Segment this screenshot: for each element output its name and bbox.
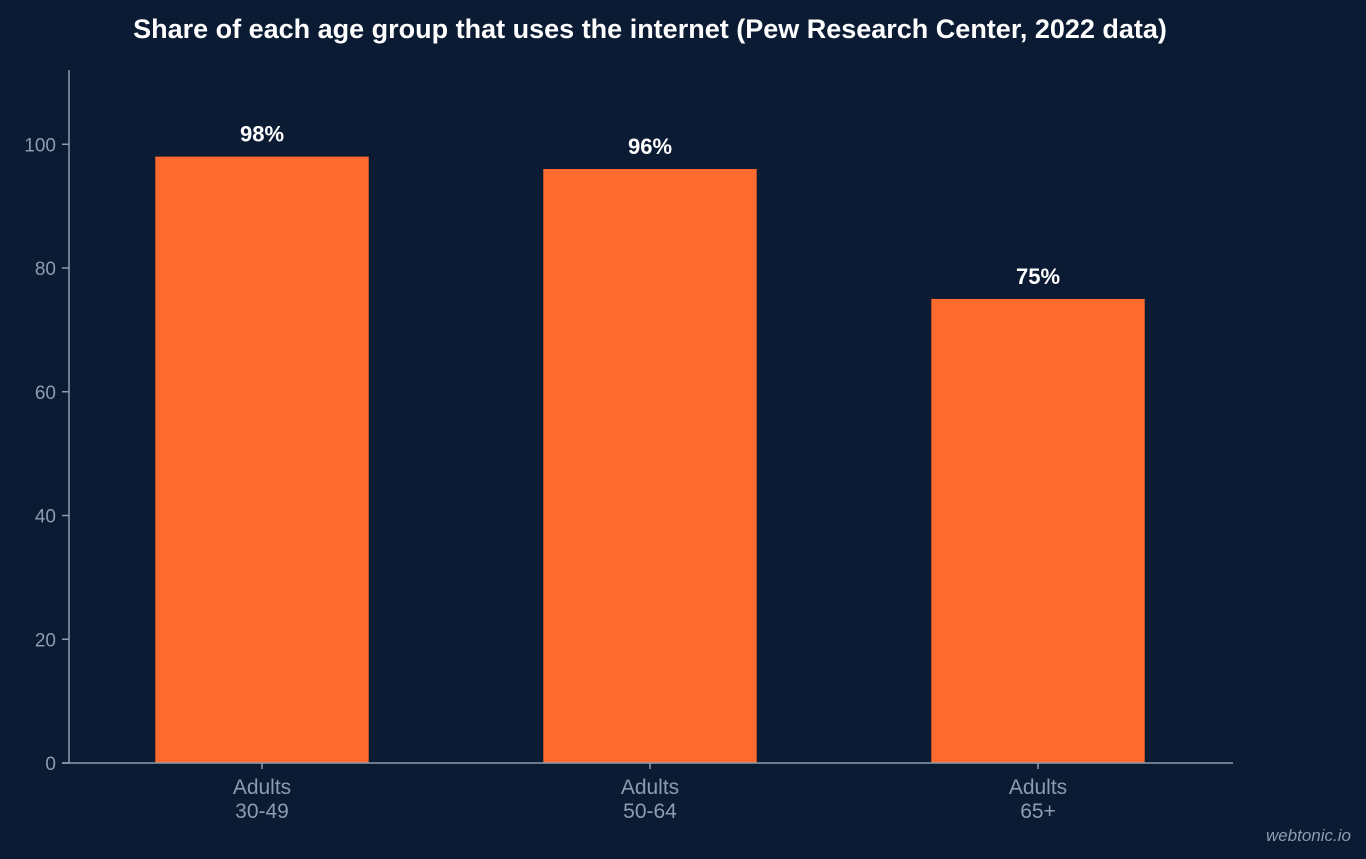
x-tick-label: 65+ [1020, 800, 1056, 823]
data-label: 75% [1016, 264, 1060, 289]
data-label: 98% [240, 122, 284, 147]
watermark: webtonic.io [1266, 826, 1351, 845]
bar [543, 169, 757, 763]
data-label: 96% [628, 134, 672, 159]
y-tick-label: 80 [35, 259, 56, 280]
x-tick-label: 50-64 [623, 800, 677, 823]
bars [155, 156, 1145, 763]
y-tick-label: 60 [35, 383, 56, 404]
y-tick-label: 0 [45, 754, 56, 775]
y-tick-label: 20 [35, 630, 56, 651]
y-tick-label: 100 [24, 135, 56, 156]
data-labels: 98% 96% 75% [240, 122, 1060, 289]
x-tick-label: Adults [233, 776, 291, 799]
chart-title: Share of each age group that uses the in… [133, 14, 1167, 44]
bar [155, 156, 369, 763]
x-tick-label: Adults [621, 776, 679, 799]
bar [931, 298, 1145, 763]
x-tick-label: 30-49 [235, 800, 289, 823]
y-tick-label: 40 [35, 507, 56, 528]
x-tick-label: Adults [1009, 776, 1067, 799]
y-axis-ticks: 0 20 40 60 80 100 [24, 135, 69, 775]
